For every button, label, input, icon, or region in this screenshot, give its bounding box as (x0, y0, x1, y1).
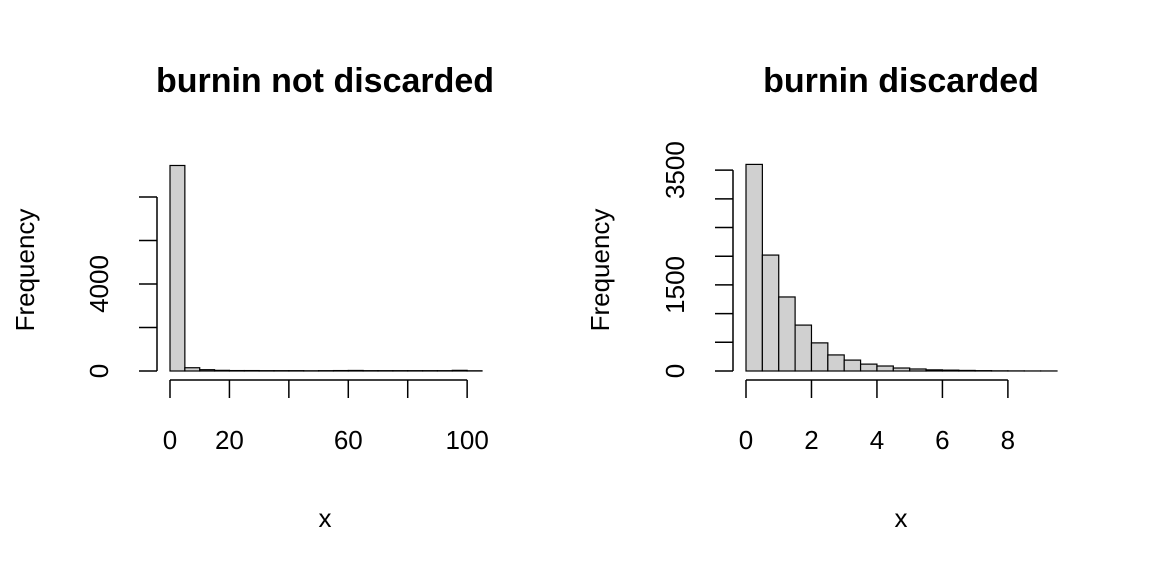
x-tick-label: 2 (804, 425, 818, 455)
y-tick-label: 4000 (84, 255, 114, 313)
x-tick-label: 100 (445, 425, 488, 455)
bar (876, 365, 894, 372)
y-tick-label: 3500 (660, 141, 690, 199)
y-tick-label: 0 (84, 364, 114, 378)
x-tick-label: 4 (870, 425, 884, 455)
bar (347, 369, 364, 372)
chart-title: burnin discarded (763, 62, 1039, 100)
bar (843, 359, 862, 372)
x-tick-label: 0 (163, 425, 177, 455)
y-tick-label: 0 (660, 364, 690, 378)
bar (859, 363, 878, 372)
bar (761, 254, 780, 372)
y-axis-label: Frequency (585, 209, 615, 332)
bar (184, 367, 201, 372)
x-axis-label: x (319, 503, 332, 533)
bar (778, 296, 796, 372)
x-tick-label: 60 (334, 425, 363, 455)
bar (199, 369, 216, 372)
bar (451, 369, 468, 372)
bar (958, 369, 976, 372)
x-tick-label: 20 (215, 425, 244, 455)
bar (909, 368, 927, 372)
bar (169, 164, 186, 372)
bar (810, 342, 829, 372)
bar (892, 367, 911, 372)
bar (794, 324, 813, 372)
y-axis-label: Frequency (10, 209, 40, 332)
bar (941, 369, 960, 372)
bar (925, 369, 944, 372)
bar (745, 163, 763, 372)
bar (827, 354, 845, 372)
x-axis-label: x (895, 503, 908, 533)
bar (213, 369, 231, 372)
x-tick-label: 6 (935, 425, 949, 455)
x-tick-label: 8 (1001, 425, 1015, 455)
chart-title: burnin not discarded (156, 62, 494, 100)
y-tick-label: 1500 (660, 256, 690, 314)
x-tick-label: 0 (739, 425, 753, 455)
